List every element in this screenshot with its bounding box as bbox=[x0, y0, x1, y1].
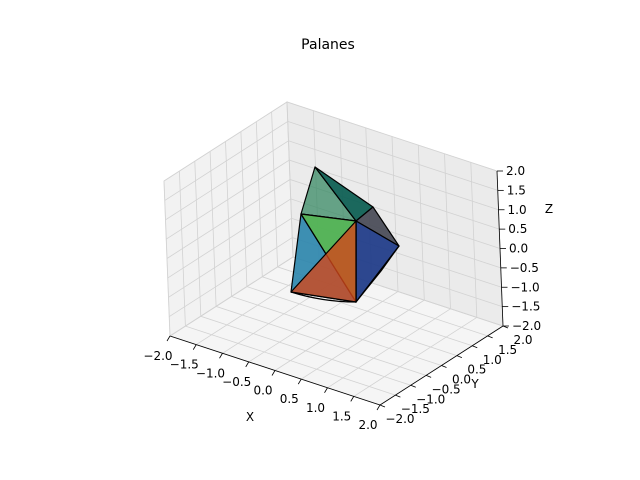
x-tick-label: 1.0 bbox=[306, 401, 325, 415]
grid-line-y bbox=[209, 151, 427, 376]
x-tick-label: 2.0 bbox=[358, 418, 377, 432]
x-tick-mark bbox=[219, 353, 223, 359]
z-tick-label: 1.0 bbox=[508, 203, 527, 217]
polyhedron-face bbox=[290, 220, 357, 303]
x-axis-label: X bbox=[246, 410, 254, 424]
grid-line-y bbox=[179, 171, 396, 396]
x-tick-mark bbox=[350, 396, 355, 402]
x-tick-label: 0.0 bbox=[253, 384, 272, 398]
z-tick-label: −1.0 bbox=[511, 280, 540, 294]
x-tick-label: 0.5 bbox=[280, 392, 299, 406]
x-tick-label: −1.0 bbox=[196, 366, 225, 380]
y-tick-mark bbox=[410, 384, 416, 388]
y-tick-mark bbox=[379, 404, 386, 408]
chart-title: Palanes bbox=[301, 37, 355, 53]
y-tick-label: −1.5 bbox=[401, 402, 430, 416]
polyhedron-rim bbox=[290, 291, 357, 303]
grid-line-z bbox=[163, 101, 498, 182]
grid-line-y bbox=[271, 111, 488, 337]
grid-line-y bbox=[240, 131, 458, 356]
y-tick-label: −2.0 bbox=[385, 412, 414, 426]
y-tick-mark bbox=[502, 325, 509, 329]
y-tick-mark bbox=[456, 355, 463, 358]
y-tick-mark bbox=[487, 335, 493, 339]
y-tick-label: −0.5 bbox=[432, 382, 461, 396]
x-tick-label: −1.5 bbox=[170, 358, 199, 372]
x-tick-mark bbox=[166, 335, 171, 342]
z-tick-label: −1.5 bbox=[511, 300, 540, 314]
grid-line-y bbox=[255, 121, 473, 347]
y-tick-label: 1.0 bbox=[483, 353, 502, 367]
y-tick-label: 0.5 bbox=[467, 363, 486, 377]
z-tick-label: 2.0 bbox=[506, 164, 525, 178]
x-tick-mark bbox=[376, 404, 381, 411]
y-tick-label: 0.0 bbox=[452, 373, 471, 387]
tick-labels: −2.0−2.0−2.0−1.5−1.5−1.5−1.0−1.0−1.0−0.5… bbox=[143, 164, 541, 432]
grid-line-y bbox=[286, 101, 504, 327]
x-tick-mark bbox=[192, 344, 197, 350]
y-tick-mark bbox=[425, 375, 432, 378]
x-tick-mark bbox=[297, 378, 302, 385]
grid-line-y bbox=[225, 141, 442, 366]
polyhedron bbox=[290, 166, 400, 303]
x-tick-mark bbox=[324, 387, 328, 393]
y-axis-label: Y bbox=[470, 377, 479, 391]
z-tick-label: −0.5 bbox=[510, 261, 539, 275]
grid-line-y bbox=[194, 161, 411, 386]
y-tick-label: −1.0 bbox=[416, 392, 445, 406]
y-tick-mark bbox=[472, 345, 478, 349]
polyhedron-face bbox=[355, 245, 400, 303]
z-axis-label: Z bbox=[545, 202, 553, 216]
y-tick-label: 1.5 bbox=[498, 343, 517, 357]
x-tick-mark bbox=[245, 361, 250, 368]
x-tick-label: −2.0 bbox=[143, 349, 172, 363]
z-tick-label: 0.0 bbox=[509, 242, 528, 256]
y-tick-mark bbox=[395, 394, 401, 398]
x-tick-label: −0.5 bbox=[222, 375, 251, 389]
y-tick-label: 2.0 bbox=[513, 333, 532, 347]
y-tick-mark bbox=[441, 365, 447, 368]
x-tick-label: 1.5 bbox=[332, 409, 351, 423]
z-tick-label: 0.5 bbox=[508, 222, 527, 236]
x-tick-mark bbox=[271, 370, 276, 376]
z-tick-label: −2.0 bbox=[512, 319, 541, 333]
z-tick-label: 1.5 bbox=[507, 183, 526, 197]
